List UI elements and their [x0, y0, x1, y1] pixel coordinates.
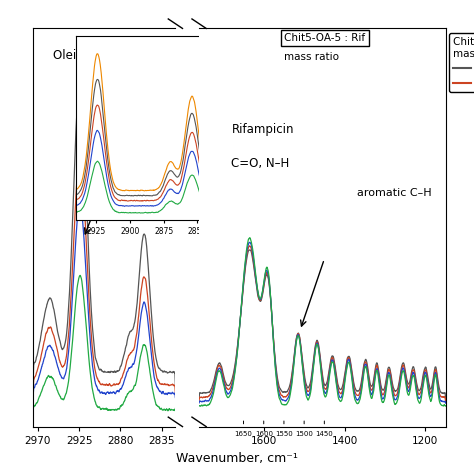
Text: C=O, N–H: C=O, N–H — [231, 157, 290, 170]
Text: aromatic C–H: aromatic C–H — [356, 188, 431, 198]
Text: 1450: 1450 — [316, 431, 333, 437]
Text: Chit5-OA-5 : Rif: Chit5-OA-5 : Rif — [284, 33, 365, 43]
Text: Rifampicin: Rifampicin — [231, 123, 294, 136]
Text: 1600: 1600 — [255, 431, 273, 437]
Text: 1550: 1550 — [275, 431, 293, 437]
Legend: 0.008, 0.024, 0.08, 0.16: 0.008, 0.024, 0.08, 0.16 — [449, 33, 474, 92]
Text: mass ratio: mass ratio — [284, 52, 339, 62]
Text: 1500: 1500 — [295, 431, 313, 437]
Text: Wavenumber, cm⁻¹: Wavenumber, cm⁻¹ — [176, 452, 298, 465]
Text: 1650: 1650 — [235, 431, 253, 437]
Text: Oleic acid CH₂–: Oleic acid CH₂– — [53, 49, 142, 62]
